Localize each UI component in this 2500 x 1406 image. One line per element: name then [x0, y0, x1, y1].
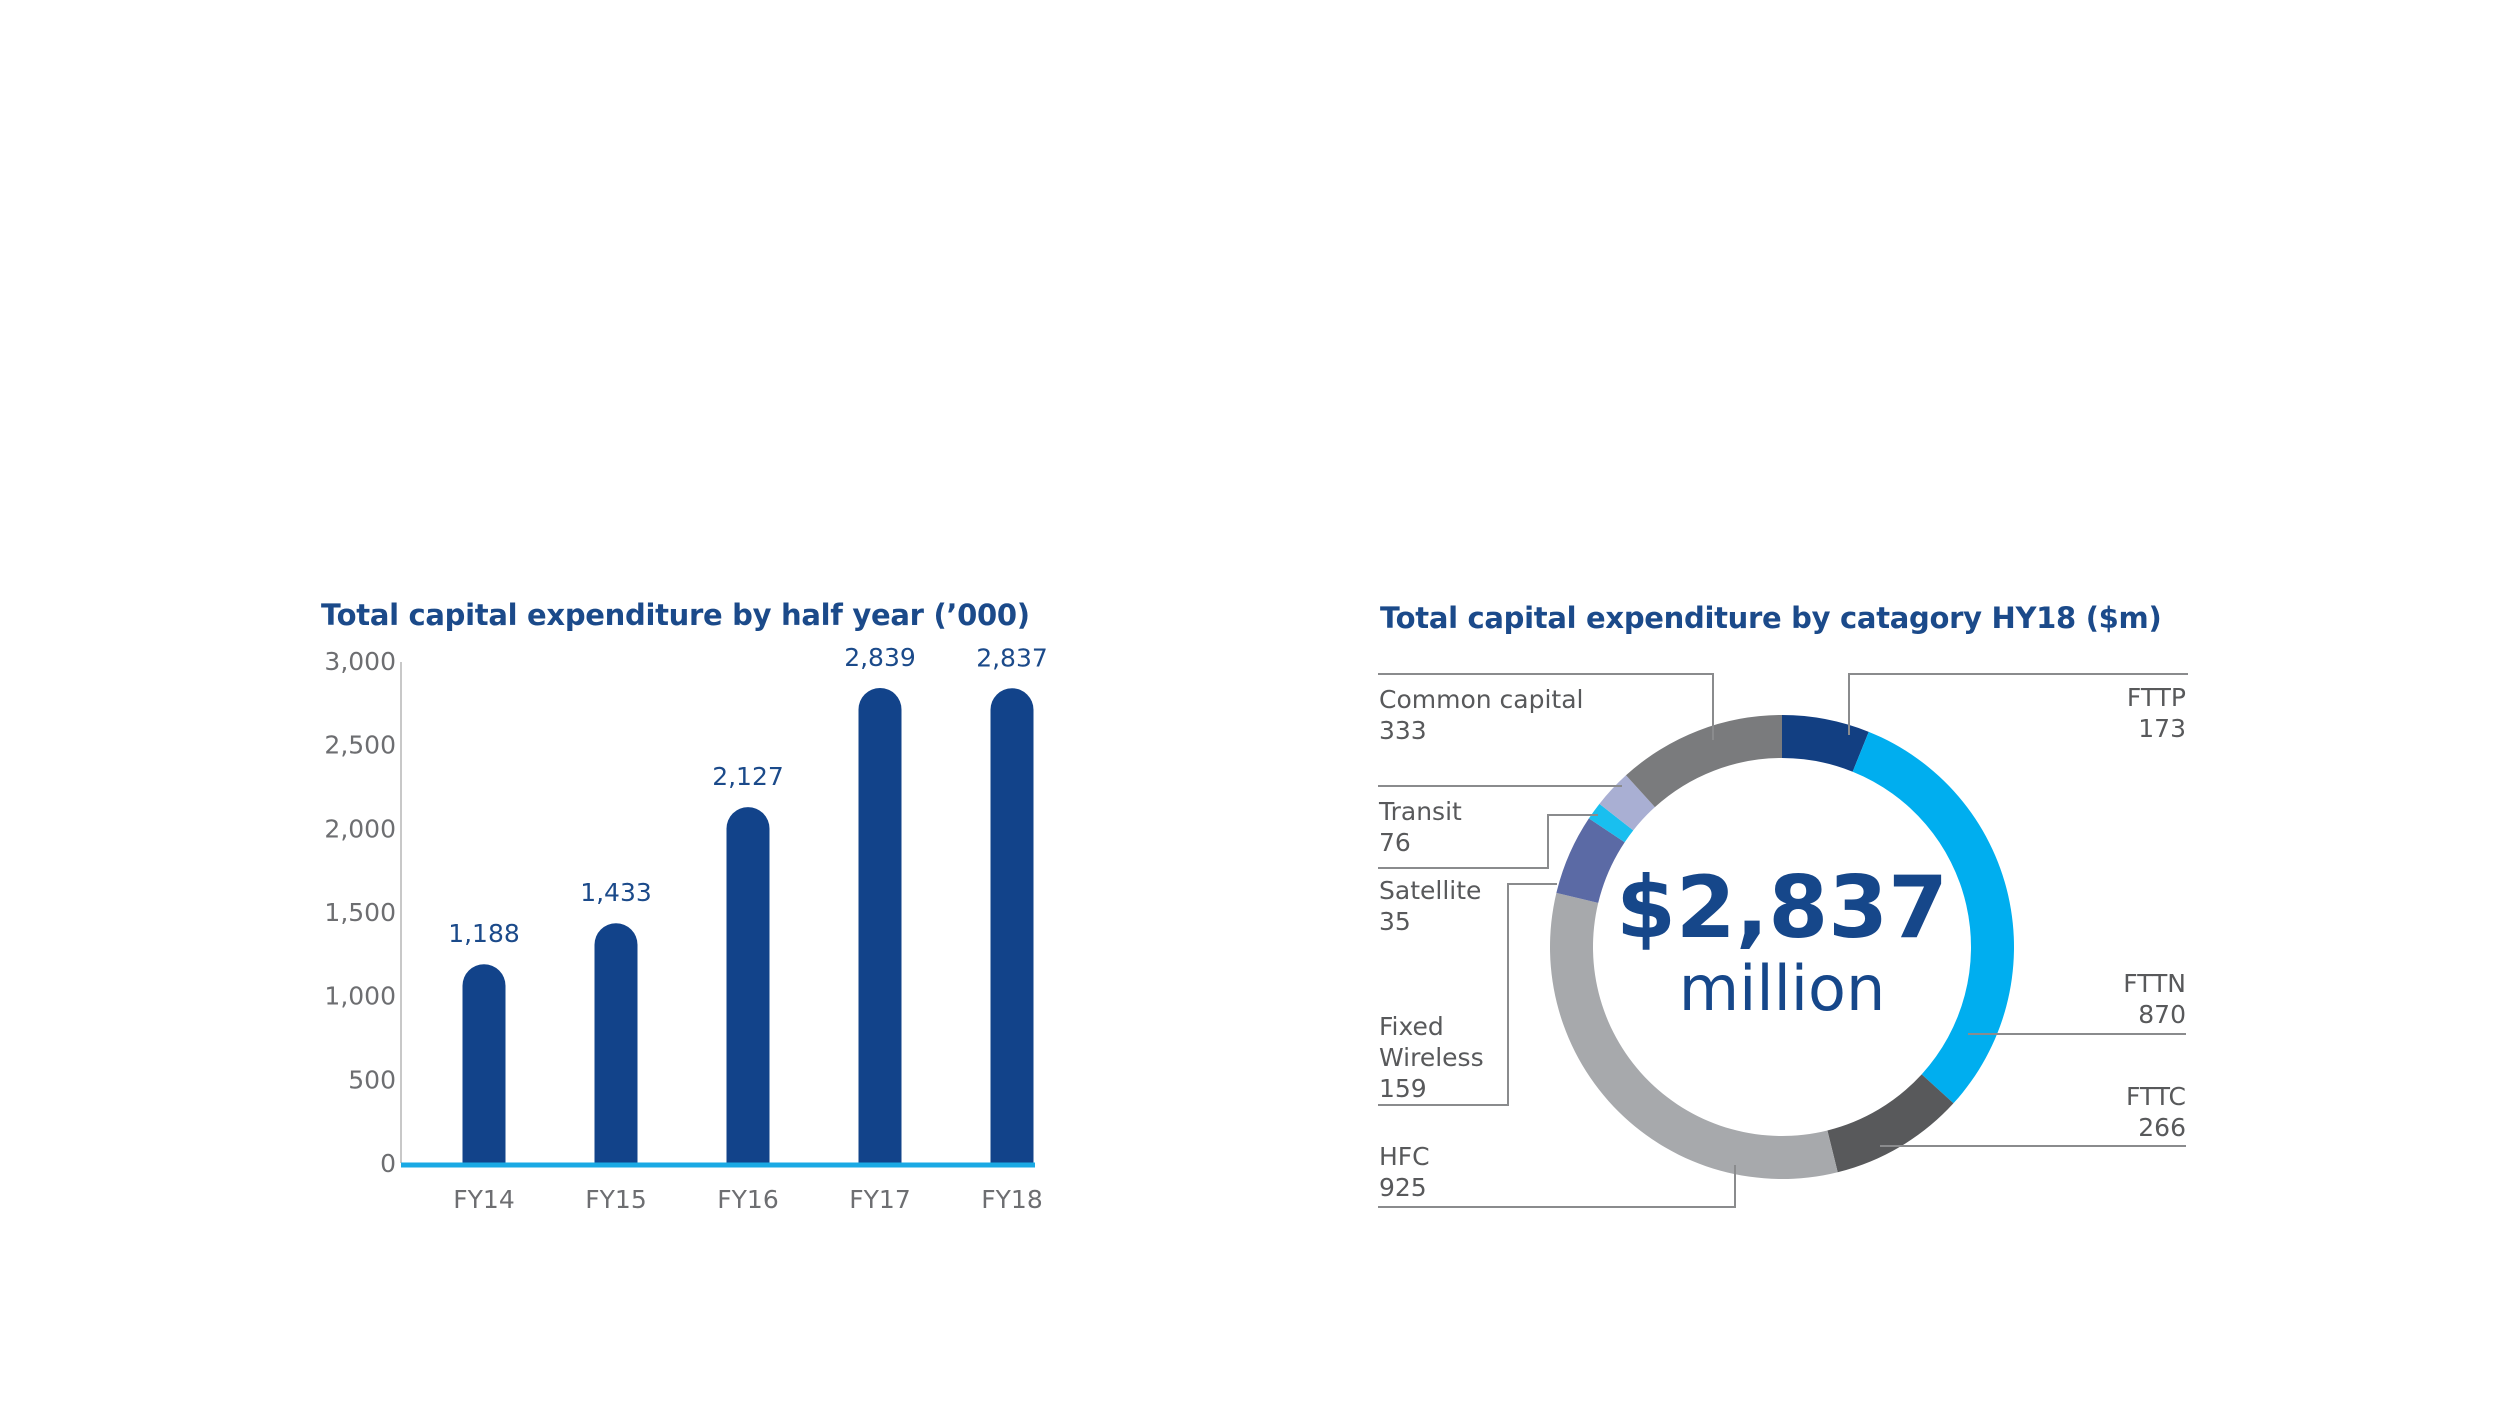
slice-value: 333	[1379, 716, 1427, 745]
bar-value-label: 2,127	[712, 762, 784, 791]
donut-slice-satellite	[1588, 803, 1634, 843]
slice-value: 870	[2138, 1000, 2186, 1029]
bar-value-label: 2,837	[976, 643, 1048, 672]
bar-value-label: 2,839	[844, 643, 916, 672]
slice-label: Transit 76	[1378, 797, 1462, 857]
y-tick-label: 1,000	[324, 982, 396, 1011]
slice-name: Satellite	[1379, 876, 1481, 905]
y-tick-label: 1,500	[324, 898, 396, 927]
donut-slice-transit	[1599, 775, 1655, 831]
leader-line-fixed-wireless	[1378, 883, 1557, 1106]
x-tick-label: FY16	[717, 1185, 778, 1214]
slice-value: 173	[2138, 714, 2186, 743]
leader-line-hfc	[1378, 1165, 1736, 1208]
slice-name: Common capital	[1379, 685, 1584, 714]
donut-slice-fixed-wireless	[1556, 818, 1625, 903]
donut-chart: FTTP 173 FTTN 870 FTTC 266 HFC 925 Fixed Wireless…	[1378, 673, 2188, 1208]
slice-value: 35	[1379, 907, 1411, 936]
bar-fy14	[462, 964, 506, 1163]
slice-label: HFC 925	[1379, 1142, 1430, 1202]
slice-name: Wireless	[1379, 1043, 1484, 1072]
bar-value-label: 1,433	[580, 878, 652, 907]
slice-label: Satellite 35	[1379, 876, 1481, 936]
bar-chart-title: Total capital expenditure by half year (…	[321, 598, 1030, 632]
donut-chart-title: Total capital expenditure by catagory HY…	[1380, 601, 2162, 635]
slice-label: FTTN 870	[2123, 969, 2186, 1029]
donut-slice-fttp	[1782, 715, 1869, 772]
donut-slice-common-capital	[1625, 714, 1782, 808]
leader-line-common-capital	[1378, 673, 1714, 740]
slice-name: FTTN	[2123, 969, 2186, 998]
donut-slice-fttc	[1827, 1074, 1954, 1173]
slice-value: 925	[1379, 1173, 1427, 1202]
slice-name: Fixed	[1379, 1012, 1444, 1041]
slice-value: 159	[1379, 1074, 1427, 1103]
x-tick-label: FY17	[849, 1185, 910, 1214]
slice-name: FTTP	[2127, 683, 2186, 712]
x-tick-label: FY18	[981, 1185, 1042, 1214]
bar-chart: 0 500 1,000 1,500 2,000 2,500 3,000 1,188 FY14 1,…	[324, 643, 1047, 1214]
y-tick-label: 0	[380, 1149, 396, 1178]
bar-fy17	[858, 687, 902, 1163]
slice-name: Transit	[1378, 797, 1462, 826]
bar-fy15	[594, 923, 638, 1163]
donut-center-value: $2,837	[1616, 858, 1948, 958]
donut-slice-fttn	[1852, 731, 2014, 1104]
slice-label: Fixed Wireless 159	[1379, 1012, 1484, 1103]
bar-fy18	[990, 688, 1034, 1163]
bar-fy16	[726, 807, 770, 1163]
y-tick-label: 2,000	[324, 814, 396, 843]
donut-center-unit: million	[1679, 952, 1886, 1025]
y-tick-label: 3,000	[324, 647, 396, 676]
leader-line-fttp	[1848, 673, 2188, 735]
slice-name: HFC	[1379, 1142, 1430, 1171]
slice-label: FTTC 266	[2126, 1082, 2186, 1142]
x-tick-label: FY15	[585, 1185, 646, 1214]
leader-line-satellite	[1378, 814, 1598, 869]
y-tick-label: 500	[348, 1065, 396, 1094]
bar-value-label: 1,188	[448, 919, 520, 948]
donut-slice-hfc	[1550, 892, 1838, 1180]
x-tick-label: FY14	[453, 1185, 514, 1214]
slice-label: FTTP 173	[2127, 683, 2186, 743]
slice-label: Common capital 333	[1379, 685, 1584, 745]
y-tick-label: 2,500	[324, 731, 396, 760]
slice-name: FTTC	[2126, 1082, 2186, 1111]
slice-value: 76	[1379, 828, 1411, 857]
slice-value: 266	[2138, 1113, 2186, 1142]
